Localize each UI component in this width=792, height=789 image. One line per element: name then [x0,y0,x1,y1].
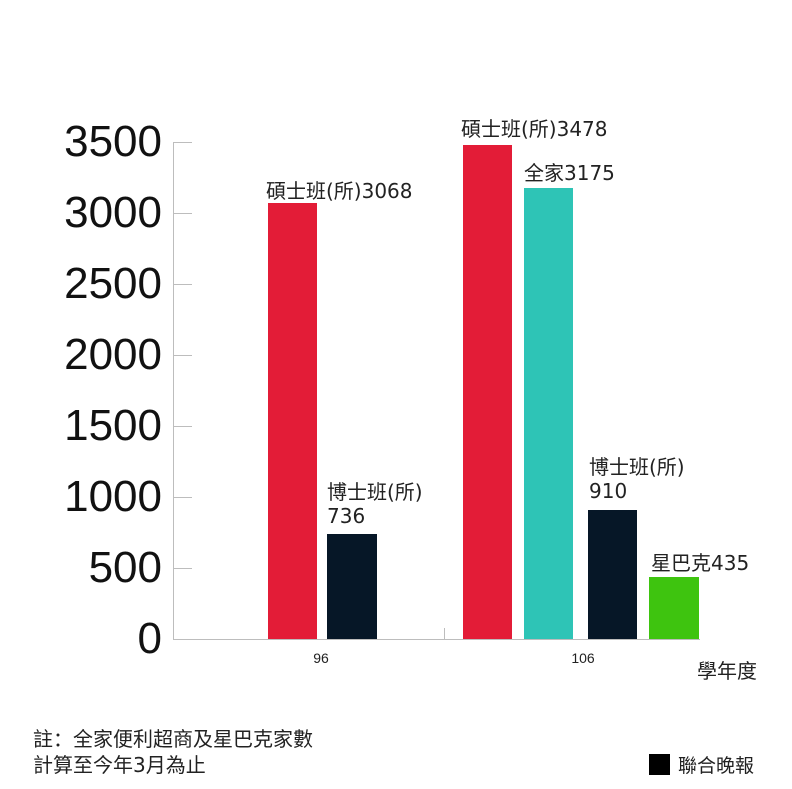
bar-label-106-doctoral-name: 博士班(所) [589,455,685,479]
bar-label-106-masters: 碩士班(所)3478 [461,117,608,141]
y-tick-label-500: 500 [88,543,162,592]
bar-label-96-masters: 碩士班(所)3068 [266,179,413,203]
y-tick-label-2000: 2000 [64,330,162,379]
y-tick [173,355,192,356]
x-axis-line [173,639,700,640]
y-tick-label-1000: 1000 [64,472,162,521]
bar-label-106-doctoral-value: 910 [589,479,628,503]
x-category-separator [444,628,445,639]
y-tick [173,426,192,427]
x-tick-label-96: 96 [313,650,329,666]
footnote-line-2: 計算至今年3月為止 [33,753,206,777]
bar-label-106-doctoral: 博士班(所) 910 [589,455,685,503]
source-credit: 聯合晚報 [649,751,754,778]
x-tick-label-106: 106 [571,650,595,666]
bar-106-doctoral [588,510,637,639]
bar-label-96-doctoral-value: 736 [327,504,366,528]
y-tick [173,213,192,214]
y-tick [173,142,192,143]
credit-square-icon [649,754,670,775]
bar-106-familymart [524,188,573,639]
y-tick-label-2500: 2500 [64,259,162,308]
y-tick-label-3000: 3000 [64,188,162,237]
bar-106-masters [463,145,512,639]
bar-label-106-starbucks: 星巴克435 [651,551,750,575]
bar-106-starbucks [649,577,699,639]
y-tick [173,497,192,498]
bar-label-96-doctoral-name: 博士班(所) [327,480,423,504]
x-axis-title: 學年度 [697,659,757,683]
credit-text: 聯合晚報 [678,755,755,777]
bar-96-masters [268,203,317,639]
bar-label-106-familymart: 全家3175 [524,161,615,185]
bar-label-96-doctoral: 博士班(所) 736 [327,480,423,528]
footnote-line-1: 註：全家便利超商及星巴克家數 [33,727,313,751]
y-tick-label-3500: 3500 [64,117,162,166]
y-axis-line [173,142,174,639]
y-tick-label-0: 0 [137,614,162,663]
bar-96-doctoral [327,534,377,639]
y-tick [173,284,192,285]
y-tick [173,568,192,569]
footnote: 註：全家便利超商及星巴克家數 計算至今年3月為止 [33,726,313,778]
y-tick-label-1500: 1500 [64,401,162,450]
